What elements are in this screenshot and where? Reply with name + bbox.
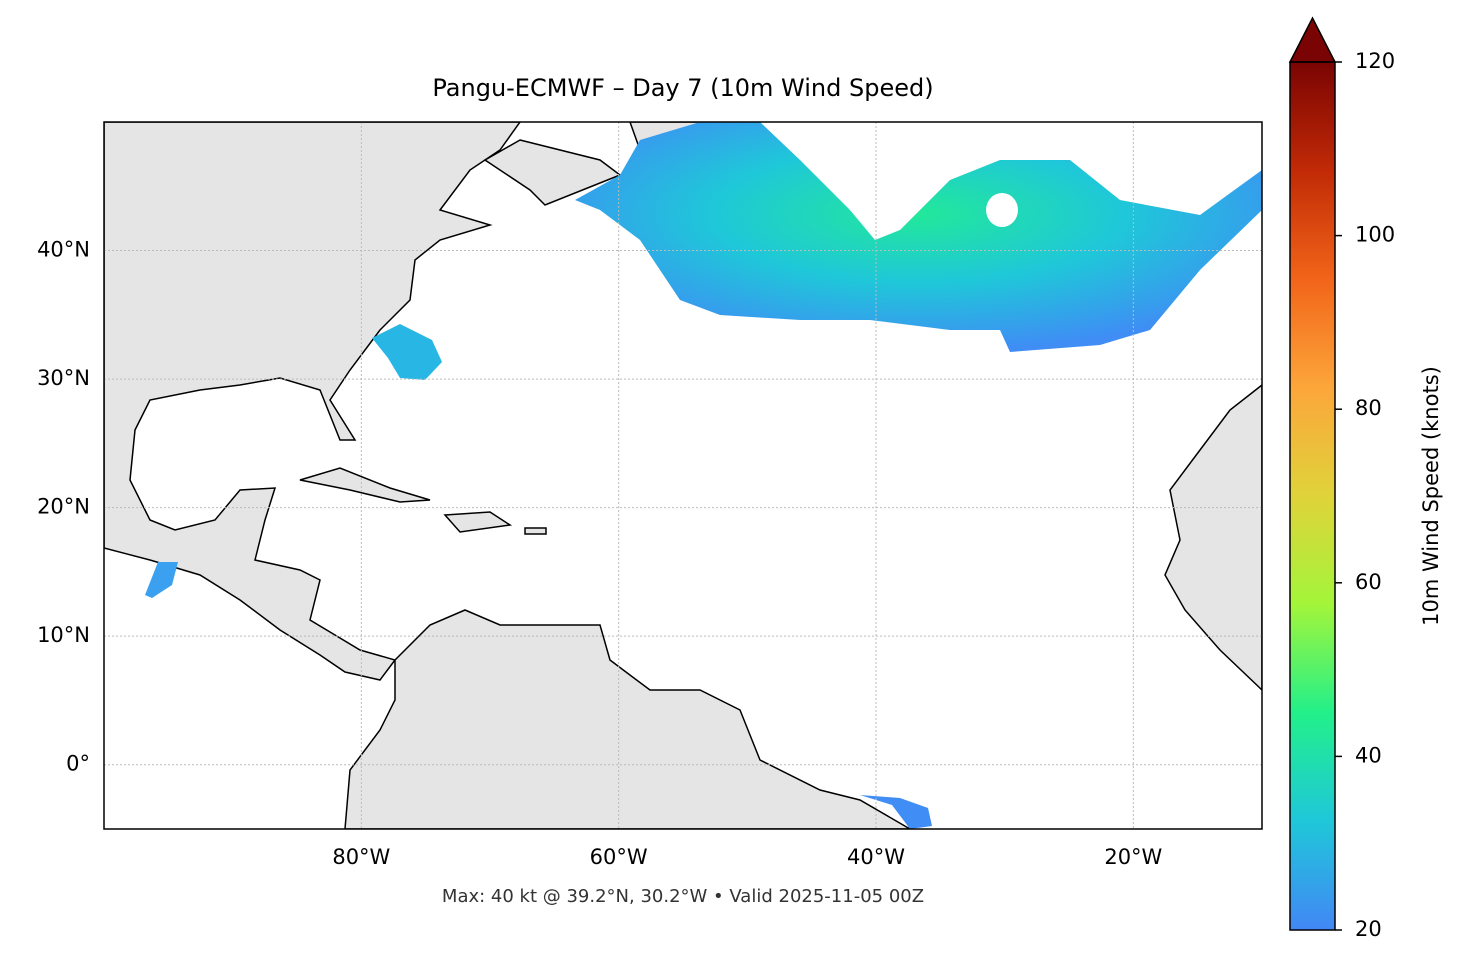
colorbar-label: 10m Wind Speed (knots) bbox=[1419, 366, 1443, 626]
colorbar-tick-label: 120 bbox=[1355, 49, 1395, 73]
chart-title: Pangu-ECMWF – Day 7 (10m Wind Speed) bbox=[432, 74, 933, 102]
x-tick-label: 40°W bbox=[847, 845, 905, 869]
y-tick-label: 10°N bbox=[37, 623, 90, 647]
south-america bbox=[344, 609, 912, 829]
colorbar-tick-label: 100 bbox=[1355, 223, 1395, 247]
y-tick-label: 20°N bbox=[37, 495, 90, 519]
colorbar-tick-label: 80 bbox=[1355, 396, 1382, 420]
footnote: Max: 40 kt @ 39.2°N, 30.2°W • Valid 2025… bbox=[442, 886, 924, 907]
colorbar-tick-label: 20 bbox=[1355, 917, 1382, 941]
maritimes bbox=[483, 139, 622, 206]
puerto-rico bbox=[524, 527, 547, 535]
wind-field bbox=[860, 795, 932, 829]
north-america bbox=[104, 122, 521, 681]
x-tick-label: 60°W bbox=[590, 845, 648, 869]
colorbar-extend bbox=[1288, 16, 1337, 63]
cuba bbox=[299, 467, 431, 503]
y-tick-label: 30°N bbox=[37, 366, 90, 390]
map-area bbox=[104, 122, 1262, 829]
colorbar-frame bbox=[1289, 61, 1336, 931]
wind-field bbox=[372, 324, 442, 380]
wind-field bbox=[575, 122, 1262, 352]
wind-field bbox=[145, 562, 178, 598]
y-tick-label: 40°N bbox=[37, 238, 90, 262]
map-frame bbox=[103, 121, 1263, 830]
colorbar-tick-label: 60 bbox=[1355, 570, 1382, 594]
colorbar: 20 40 60 80 100 120 10m Wind Speed (knots) bbox=[1288, 16, 1443, 941]
y-tick-label: 0° bbox=[66, 752, 90, 776]
x-tick-label: 20°W bbox=[1104, 845, 1162, 869]
wind-hole bbox=[986, 193, 1018, 227]
hispaniola bbox=[443, 511, 513, 533]
colorbar-tick-label: 40 bbox=[1355, 743, 1382, 767]
x-tick-label: 80°W bbox=[332, 845, 390, 869]
africa bbox=[1164, 384, 1262, 692]
colorbar-body bbox=[1290, 62, 1335, 930]
grid bbox=[104, 122, 1262, 829]
